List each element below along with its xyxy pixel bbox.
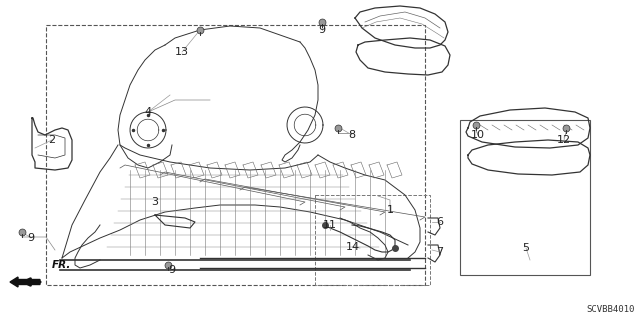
Text: 9: 9 bbox=[168, 265, 175, 275]
Text: 1: 1 bbox=[387, 205, 394, 215]
Text: 4: 4 bbox=[145, 107, 152, 117]
Text: 10: 10 bbox=[471, 130, 485, 140]
Text: 9: 9 bbox=[28, 233, 35, 243]
Text: 11: 11 bbox=[323, 220, 337, 230]
Text: SCVBB4010: SCVBB4010 bbox=[587, 305, 635, 314]
Text: 2: 2 bbox=[49, 135, 56, 145]
Text: 14: 14 bbox=[346, 242, 360, 252]
Text: 6: 6 bbox=[436, 217, 444, 227]
FancyArrow shape bbox=[10, 277, 40, 287]
Text: 3: 3 bbox=[152, 197, 159, 207]
Bar bbox=[460, 120, 590, 275]
Text: 9: 9 bbox=[319, 25, 326, 35]
Text: 12: 12 bbox=[557, 135, 571, 145]
Text: 7: 7 bbox=[436, 247, 444, 257]
Text: 5: 5 bbox=[522, 243, 529, 253]
Bar bbox=[315, 195, 430, 285]
Text: FR.: FR. bbox=[52, 260, 72, 270]
Bar bbox=[46, 25, 425, 285]
Text: 8: 8 bbox=[348, 130, 356, 140]
Text: 13: 13 bbox=[175, 47, 189, 57]
